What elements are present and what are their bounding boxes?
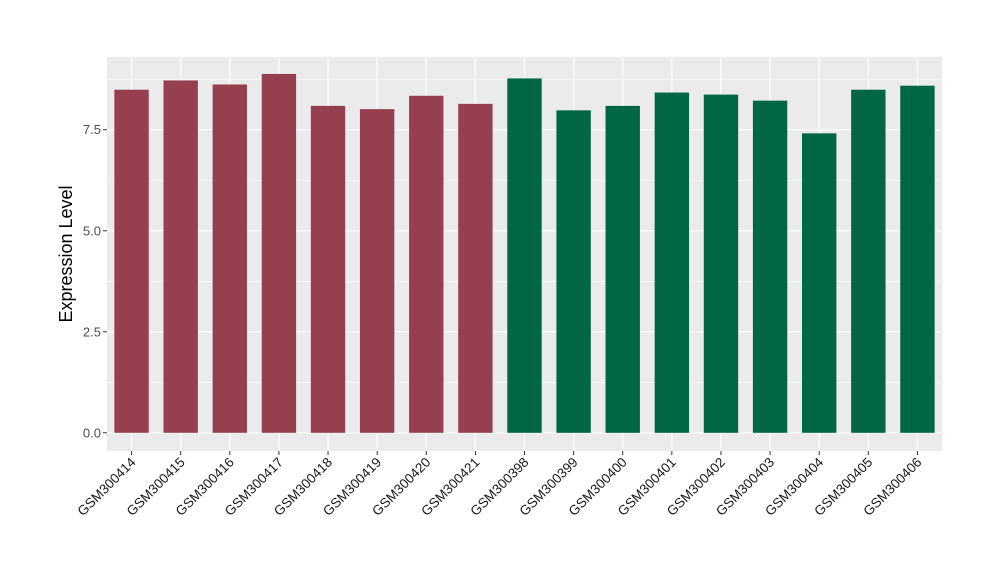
- y-tick-label: 5.0: [83, 223, 101, 238]
- y-tick-label: 0.0: [83, 425, 101, 440]
- bar-GSM300406: [900, 85, 935, 433]
- bar-GSM300421: [458, 103, 493, 433]
- y-axis: 0.0 2.5 5.0 7.5: [83, 122, 107, 440]
- bar-GSM300401: [654, 92, 690, 433]
- bar-GSM300402: [703, 94, 739, 433]
- x-axis: GSM300414GSM300415GSM300416GSM300417GSM3…: [74, 451, 925, 519]
- y-tick-label: 2.5: [83, 324, 101, 339]
- bar-GSM300419: [359, 109, 395, 433]
- bar-GSM300400: [605, 105, 640, 433]
- bar-GSM300418: [310, 105, 346, 433]
- y-axis-title: Expression Level: [56, 185, 76, 322]
- bar-GSM300399: [556, 110, 591, 433]
- bar-GSM300417: [261, 73, 297, 433]
- bar-GSM300414: [114, 89, 149, 433]
- bar-GSM300415: [163, 80, 198, 433]
- bar-GSM300398: [507, 78, 542, 433]
- bar-GSM300405: [851, 89, 886, 433]
- bars: [114, 73, 935, 433]
- y-tick-label: 7.5: [83, 122, 101, 137]
- bar-GSM300420: [409, 95, 444, 433]
- bar-GSM300403: [752, 100, 788, 433]
- bar-GSM300404: [802, 133, 837, 433]
- bar-GSM300416: [212, 84, 247, 433]
